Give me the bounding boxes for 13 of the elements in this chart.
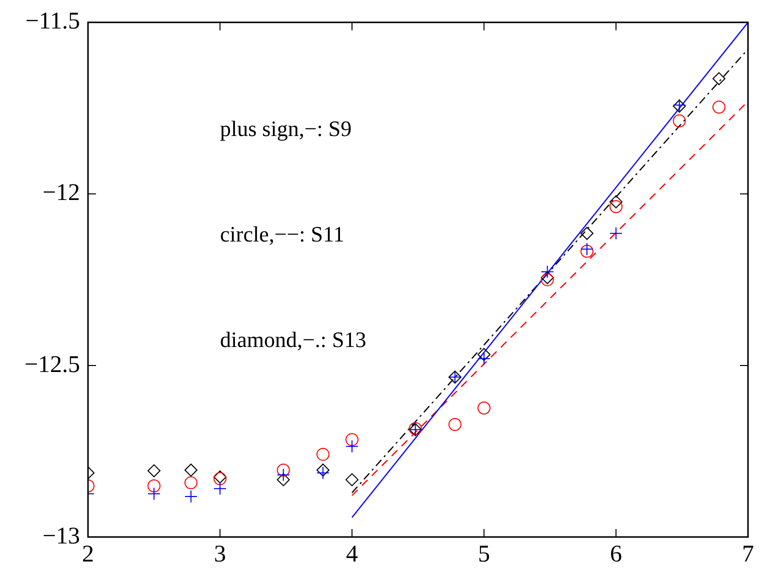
y-tick-label: −13 bbox=[42, 523, 80, 550]
annotation: diamond,−.: S13 bbox=[220, 327, 366, 352]
x-tick-label: 4 bbox=[346, 542, 358, 568]
x-tick-label: 2 bbox=[82, 542, 94, 568]
x-tick-label: 6 bbox=[610, 542, 622, 568]
annotation: circle,−−: S11 bbox=[220, 222, 344, 247]
y-tick-label: −11.5 bbox=[25, 8, 80, 35]
annotation: plus sign,−: S9 bbox=[220, 116, 352, 142]
y-tick-label: −12 bbox=[42, 180, 80, 206]
x-tick-label: 3 bbox=[214, 542, 226, 568]
y-tick-label: −12.5 bbox=[24, 352, 80, 378]
x-tick-label: 5 bbox=[478, 542, 490, 568]
x-tick-label: 7 bbox=[742, 542, 754, 568]
